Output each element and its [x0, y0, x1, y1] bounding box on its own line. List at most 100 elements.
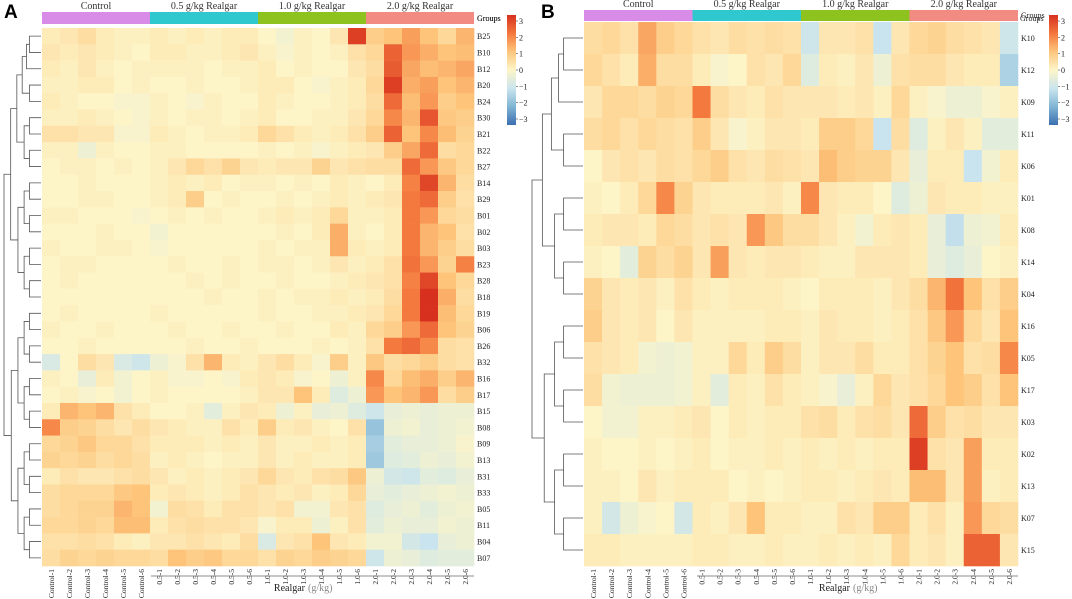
dendrogram-branch	[29, 410, 41, 428]
heatmap-cell	[456, 288, 475, 306]
heatmap-cell	[456, 500, 475, 518]
heatmap-cell	[276, 174, 295, 192]
heatmap-cell	[438, 419, 457, 436]
heatmap-cell	[78, 28, 97, 45]
heatmap-cell	[276, 321, 295, 339]
heatmap-cell	[78, 142, 97, 159]
heatmap-cell	[692, 278, 711, 311]
heatmap-cell	[891, 86, 910, 119]
heatmap-cell	[204, 125, 223, 143]
heatmap-cell	[692, 54, 711, 87]
heatmap-cell	[909, 214, 928, 247]
heatmap-cell	[150, 337, 169, 355]
heatmap-cell	[981, 86, 1001, 119]
heatmap-cell	[873, 54, 892, 87]
heatmap-cell	[602, 278, 621, 311]
heatmap-cell	[312, 191, 331, 208]
column-label: 2.0-4	[969, 569, 978, 585]
heatmap-cell	[150, 288, 169, 306]
heatmap-cell	[348, 256, 367, 273]
column-label: Control-3	[625, 569, 634, 598]
heatmap-cell	[168, 93, 187, 110]
heatmap-cell	[366, 76, 385, 94]
heatmap-cell	[204, 76, 223, 94]
heatmap-cell	[114, 256, 133, 273]
heatmap-cell	[330, 223, 349, 241]
heatmap-cell	[42, 354, 61, 371]
heatmap-cell	[96, 93, 115, 110]
heatmap-cell	[42, 517, 61, 534]
heatmap-cell	[276, 223, 295, 241]
heatmap-cell	[981, 502, 1001, 535]
heatmap-cell	[674, 118, 693, 151]
legend-tick-label: −3	[519, 115, 528, 124]
heatmap-cell	[909, 246, 928, 279]
row-labels: K10 K12 K09 K11 K06 K01 K08 K14 K04 K16 K05 K17 K03 K…	[1021, 34, 1035, 555]
heatmap-cell	[456, 419, 475, 436]
heatmap-cell	[855, 534, 874, 567]
heatmap-cell	[438, 207, 457, 224]
heatmap-cell	[402, 60, 421, 78]
heatmap-cell	[60, 419, 79, 436]
heatmap-cell	[294, 451, 313, 469]
heatmap-cell	[674, 22, 693, 55]
heatmap-cell	[150, 223, 169, 241]
heatmap-cell	[402, 354, 421, 371]
heatmap-cell	[710, 374, 729, 407]
heatmap-cell	[855, 182, 874, 215]
column-labels: Control-1 Control-2 Control-3 Control-4 Cont…	[47, 569, 470, 598]
heatmap-cell	[114, 402, 133, 420]
heatmap-cell	[638, 342, 657, 375]
heatmap-cell	[258, 484, 277, 502]
heatmap-cell	[240, 93, 259, 110]
heatmap-cell	[366, 109, 385, 127]
heatmap-cell	[584, 502, 603, 535]
heatmap-cell	[764, 438, 784, 471]
heatmap-cell	[330, 44, 349, 61]
heatmap-cell	[312, 60, 331, 78]
heatmap-cell	[456, 549, 475, 567]
heatmap-cell	[312, 109, 331, 127]
heatmap-cell	[420, 370, 439, 387]
row-label: B11	[477, 521, 490, 530]
heatmap-cell	[348, 223, 367, 241]
heatmap-cell	[999, 502, 1019, 535]
heatmap-cell	[438, 76, 457, 94]
heatmap-cell	[114, 517, 133, 534]
heatmap-cell	[782, 246, 802, 279]
heatmap-cell	[945, 86, 965, 119]
dendrogram-branch	[23, 386, 30, 420]
heatmap-cell	[764, 502, 784, 535]
group-label: 1.0 g/kg Realgar	[822, 0, 889, 10]
heatmap-cell	[438, 321, 457, 339]
heatmap-cell	[981, 54, 1001, 87]
heatmap-cell	[330, 256, 349, 273]
heatmap-cell	[656, 342, 675, 375]
heatmap-cell	[330, 468, 349, 485]
heatmap-cell	[132, 223, 151, 241]
heatmap-cell	[837, 86, 856, 119]
heatmap-cell	[222, 435, 241, 453]
heatmap-cell	[96, 305, 115, 322]
heatmap-cell	[114, 191, 133, 208]
heatmap-cell	[96, 109, 115, 127]
heatmap-cell	[312, 549, 331, 567]
heatmap-cell	[620, 278, 639, 311]
heatmap-cell	[963, 502, 983, 535]
heatmap-cell	[366, 402, 385, 420]
heatmap-cell	[204, 207, 223, 224]
heatmap-cell	[855, 438, 874, 471]
heatmap-cell	[96, 288, 115, 306]
row-label: K11	[1021, 130, 1034, 139]
heatmap-cell	[240, 321, 259, 339]
heatmap-cell	[927, 374, 946, 407]
heatmap-cell	[78, 386, 97, 404]
heatmap-cell	[620, 214, 639, 247]
heatmap-cell	[132, 305, 151, 322]
heatmap-cell	[312, 484, 331, 502]
heatmap-cell	[348, 419, 367, 436]
heatmap-cell	[78, 174, 97, 192]
heatmap-cell	[78, 207, 97, 224]
heatmap-cell	[819, 534, 838, 567]
heatmap-cell	[981, 470, 1001, 503]
